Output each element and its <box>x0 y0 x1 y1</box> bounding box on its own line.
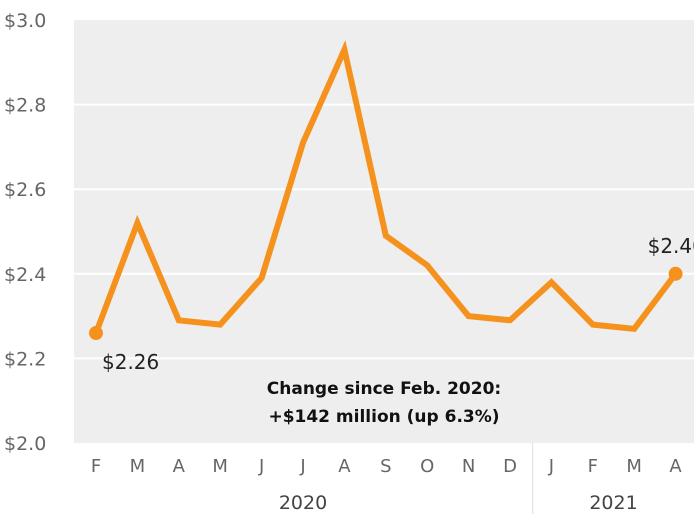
year-label: 2021 <box>589 492 637 514</box>
x-tick-label: N <box>462 456 475 477</box>
year-label: 2020 <box>279 492 327 514</box>
x-tick-label: O <box>420 456 434 477</box>
x-tick-label: S <box>380 456 391 477</box>
change-annotation: Change since Feb. 2020: +$142 million (u… <box>267 379 501 427</box>
x-tick-label: M <box>130 456 146 477</box>
annotation-line-2: +$142 million (up 6.3%) <box>268 407 499 427</box>
x-tick-label: M <box>626 456 642 477</box>
y-tick-label: $2.6 <box>4 179 46 201</box>
grid-lines <box>74 103 694 360</box>
x-tick-label: M <box>212 456 228 477</box>
x-tick-label: F <box>91 456 101 477</box>
data-point-marker <box>668 266 683 281</box>
x-tick-label: A <box>669 456 682 477</box>
y-tick-label: $3.0 <box>4 10 46 32</box>
x-tick-label: A <box>338 456 351 477</box>
x-tick-label: A <box>173 456 186 477</box>
x-tick-label: D <box>503 456 517 477</box>
y-axis: $2.0 $2.2 $2.4 $2.6 $2.8 $3.0 <box>4 10 46 455</box>
annotation-line-1: Change since Feb. 2020: <box>267 379 501 399</box>
x-tick-label: J <box>299 456 305 477</box>
endpoint-markers <box>89 266 683 341</box>
y-tick-label: $2.4 <box>4 264 46 286</box>
data-point-marker <box>89 326 103 341</box>
data-point-label: $2.26 <box>102 350 159 374</box>
y-tick-label: $2.2 <box>4 348 46 370</box>
x-tick-label: J <box>258 456 264 477</box>
series-line <box>93 40 679 336</box>
x-tick-label: J <box>548 456 554 477</box>
data-point-label: $2.40 <box>648 234 694 258</box>
point-labels: $2.26 $2.40 <box>102 234 694 374</box>
x-tick-label: F <box>588 456 598 477</box>
year-axis: 2020 2021 <box>279 443 638 514</box>
y-tick-label: $2.8 <box>4 95 46 117</box>
y-tick-label: $2.0 <box>4 433 46 455</box>
